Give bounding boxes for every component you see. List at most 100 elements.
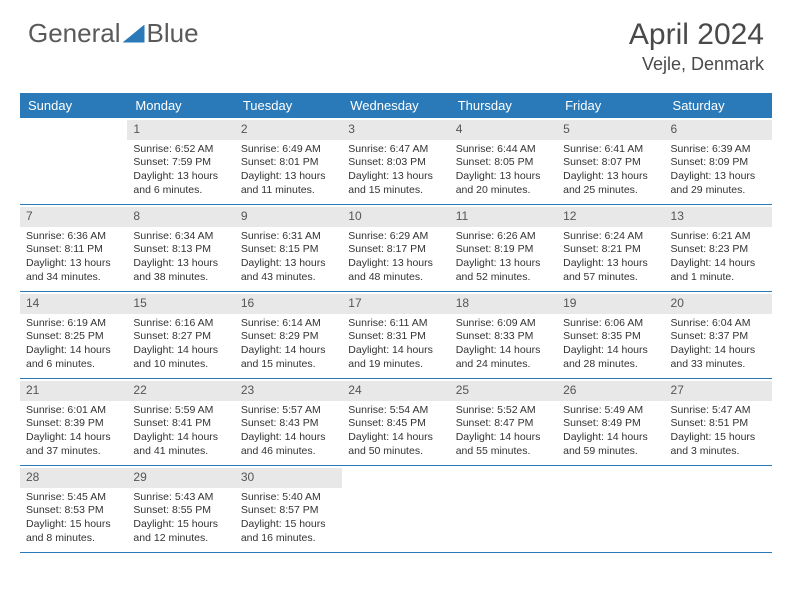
sunrise-line: Sunrise: 6:19 AM bbox=[26, 317, 121, 331]
day-cell: 8Sunrise: 6:34 AMSunset: 8:13 PMDaylight… bbox=[127, 205, 234, 291]
sunrise-line: Sunrise: 6:09 AM bbox=[456, 317, 551, 331]
sunset-line: Sunset: 8:41 PM bbox=[133, 417, 228, 431]
sunset-line: Sunset: 8:05 PM bbox=[456, 156, 551, 170]
day-number: 14 bbox=[20, 294, 127, 314]
daylight-line1: Daylight: 15 hours bbox=[26, 518, 121, 532]
daylight-line1: Daylight: 14 hours bbox=[133, 431, 228, 445]
sunrise-line: Sunrise: 5:43 AM bbox=[133, 491, 228, 505]
sunrise-line: Sunrise: 6:11 AM bbox=[348, 317, 443, 331]
day-cell: 13Sunrise: 6:21 AMSunset: 8:23 PMDayligh… bbox=[665, 205, 772, 291]
day-cell: 17Sunrise: 6:11 AMSunset: 8:31 PMDayligh… bbox=[342, 292, 449, 378]
day-cell: 15Sunrise: 6:16 AMSunset: 8:27 PMDayligh… bbox=[127, 292, 234, 378]
daylight-line1: Daylight: 14 hours bbox=[26, 344, 121, 358]
sunset-line: Sunset: 8:53 PM bbox=[26, 504, 121, 518]
day-number: 18 bbox=[450, 294, 557, 314]
daylight-line2: and 29 minutes. bbox=[671, 184, 766, 198]
week-row: 14Sunrise: 6:19 AMSunset: 8:25 PMDayligh… bbox=[20, 292, 772, 379]
brand-triangle-icon bbox=[123, 25, 145, 43]
day-number: 2 bbox=[235, 120, 342, 140]
sunset-line: Sunset: 8:55 PM bbox=[133, 504, 228, 518]
page-header: GeneralBlue April 2024 Vejle, Denmark bbox=[0, 0, 792, 85]
sunset-line: Sunset: 8:29 PM bbox=[241, 330, 336, 344]
sunset-line: Sunset: 8:47 PM bbox=[456, 417, 551, 431]
sunrise-line: Sunrise: 6:21 AM bbox=[671, 230, 766, 244]
daylight-line2: and 37 minutes. bbox=[26, 445, 121, 459]
daylight-line2: and 41 minutes. bbox=[133, 445, 228, 459]
day-number: 21 bbox=[20, 381, 127, 401]
sunset-line: Sunset: 8:15 PM bbox=[241, 243, 336, 257]
day-number: 20 bbox=[665, 294, 772, 314]
sunrise-line: Sunrise: 6:39 AM bbox=[671, 143, 766, 157]
sunrise-line: Sunrise: 6:24 AM bbox=[563, 230, 658, 244]
daylight-line2: and 8 minutes. bbox=[26, 532, 121, 546]
sunrise-line: Sunrise: 5:52 AM bbox=[456, 404, 551, 418]
sunrise-line: Sunrise: 6:31 AM bbox=[241, 230, 336, 244]
sunrise-line: Sunrise: 6:49 AM bbox=[241, 143, 336, 157]
daylight-line1: Daylight: 13 hours bbox=[348, 257, 443, 271]
day-cell: 4Sunrise: 6:44 AMSunset: 8:05 PMDaylight… bbox=[450, 118, 557, 204]
day-cell: 7Sunrise: 6:36 AMSunset: 8:11 PMDaylight… bbox=[20, 205, 127, 291]
daylight-line2: and 10 minutes. bbox=[133, 358, 228, 372]
sunrise-line: Sunrise: 5:54 AM bbox=[348, 404, 443, 418]
daylight-line1: Daylight: 15 hours bbox=[241, 518, 336, 532]
brand-part2: Blue bbox=[147, 18, 199, 49]
day-cell: 29Sunrise: 5:43 AMSunset: 8:55 PMDayligh… bbox=[127, 466, 234, 552]
day-cell: 24Sunrise: 5:54 AMSunset: 8:45 PMDayligh… bbox=[342, 379, 449, 465]
calendar-weeks: 1Sunrise: 6:52 AMSunset: 7:59 PMDaylight… bbox=[20, 118, 772, 553]
brand-logo: GeneralBlue bbox=[28, 18, 199, 49]
day-cell: 27Sunrise: 5:47 AMSunset: 8:51 PMDayligh… bbox=[665, 379, 772, 465]
daylight-line1: Daylight: 14 hours bbox=[348, 431, 443, 445]
sunset-line: Sunset: 8:03 PM bbox=[348, 156, 443, 170]
day-cell: 30Sunrise: 5:40 AMSunset: 8:57 PMDayligh… bbox=[235, 466, 342, 552]
day-number: 1 bbox=[127, 120, 234, 140]
weekday-header-row: SundayMondayTuesdayWednesdayThursdayFrid… bbox=[20, 93, 772, 118]
daylight-line2: and 34 minutes. bbox=[26, 271, 121, 285]
day-number: 25 bbox=[450, 381, 557, 401]
daylight-line2: and 19 minutes. bbox=[348, 358, 443, 372]
daylight-line1: Daylight: 14 hours bbox=[133, 344, 228, 358]
sunrise-line: Sunrise: 6:47 AM bbox=[348, 143, 443, 157]
daylight-line1: Daylight: 13 hours bbox=[563, 257, 658, 271]
sunrise-line: Sunrise: 6:14 AM bbox=[241, 317, 336, 331]
sunset-line: Sunset: 8:51 PM bbox=[671, 417, 766, 431]
day-cell: 14Sunrise: 6:19 AMSunset: 8:25 PMDayligh… bbox=[20, 292, 127, 378]
weekday-tuesday: Tuesday bbox=[235, 93, 342, 118]
daylight-line1: Daylight: 14 hours bbox=[563, 344, 658, 358]
day-cell-empty bbox=[450, 466, 557, 552]
weekday-wednesday: Wednesday bbox=[342, 93, 449, 118]
sunrise-line: Sunrise: 5:47 AM bbox=[671, 404, 766, 418]
day-number: 17 bbox=[342, 294, 449, 314]
daylight-line2: and 48 minutes. bbox=[348, 271, 443, 285]
sunrise-line: Sunrise: 5:49 AM bbox=[563, 404, 658, 418]
day-cell: 5Sunrise: 6:41 AMSunset: 8:07 PMDaylight… bbox=[557, 118, 664, 204]
sunset-line: Sunset: 8:57 PM bbox=[241, 504, 336, 518]
day-number: 9 bbox=[235, 207, 342, 227]
sunset-line: Sunset: 8:11 PM bbox=[26, 243, 121, 257]
weekday-thursday: Thursday bbox=[450, 93, 557, 118]
calendar: SundayMondayTuesdayWednesdayThursdayFrid… bbox=[20, 93, 772, 553]
sunset-line: Sunset: 8:19 PM bbox=[456, 243, 551, 257]
day-cell: 25Sunrise: 5:52 AMSunset: 8:47 PMDayligh… bbox=[450, 379, 557, 465]
sunset-line: Sunset: 8:17 PM bbox=[348, 243, 443, 257]
title-block: April 2024 Vejle, Denmark bbox=[629, 18, 764, 75]
day-number: 3 bbox=[342, 120, 449, 140]
day-cell: 19Sunrise: 6:06 AMSunset: 8:35 PMDayligh… bbox=[557, 292, 664, 378]
day-number: 4 bbox=[450, 120, 557, 140]
day-number: 19 bbox=[557, 294, 664, 314]
sunset-line: Sunset: 8:01 PM bbox=[241, 156, 336, 170]
daylight-line2: and 6 minutes. bbox=[133, 184, 228, 198]
day-number: 28 bbox=[20, 468, 127, 488]
day-number: 11 bbox=[450, 207, 557, 227]
daylight-line2: and 57 minutes. bbox=[563, 271, 658, 285]
day-number: 5 bbox=[557, 120, 664, 140]
sunset-line: Sunset: 8:39 PM bbox=[26, 417, 121, 431]
day-cell: 22Sunrise: 5:59 AMSunset: 8:41 PMDayligh… bbox=[127, 379, 234, 465]
sunset-line: Sunset: 8:23 PM bbox=[671, 243, 766, 257]
daylight-line2: and 46 minutes. bbox=[241, 445, 336, 459]
sunrise-line: Sunrise: 6:41 AM bbox=[563, 143, 658, 157]
daylight-line2: and 15 minutes. bbox=[348, 184, 443, 198]
day-number: 26 bbox=[557, 381, 664, 401]
sunset-line: Sunset: 8:35 PM bbox=[563, 330, 658, 344]
day-cell: 12Sunrise: 6:24 AMSunset: 8:21 PMDayligh… bbox=[557, 205, 664, 291]
sunrise-line: Sunrise: 5:45 AM bbox=[26, 491, 121, 505]
